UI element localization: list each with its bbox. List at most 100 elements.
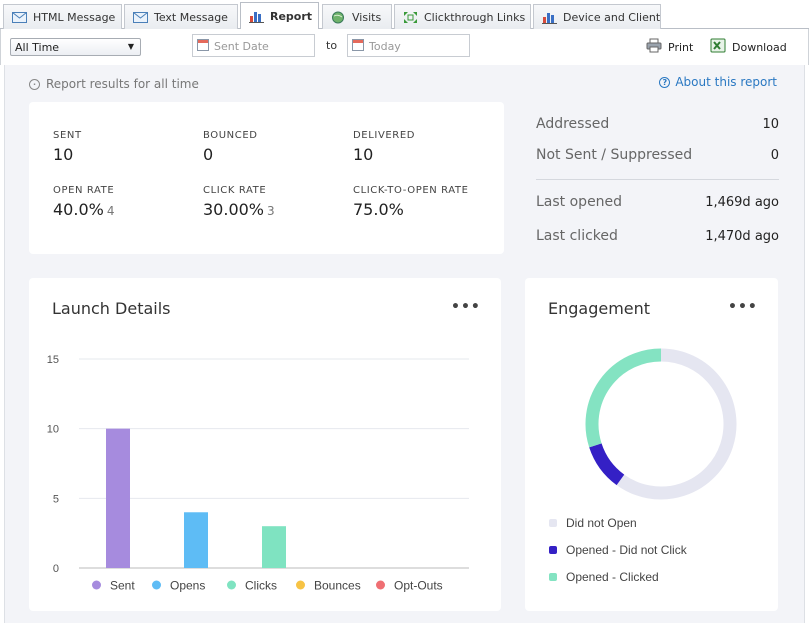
- open-rate-value: 40.0%: [53, 200, 104, 219]
- filter-toolbar: All Time ▼ Sent Date to Today Print Down…: [0, 29, 809, 65]
- not-sent-row: Not Sent / Suppressed 0: [536, 147, 779, 163]
- addressed-value: 10: [762, 117, 779, 132]
- date-range-select[interactable]: All Time ▼: [10, 38, 141, 56]
- y-tick-label: 5: [53, 493, 59, 505]
- tab-label: Device and Client: [563, 10, 661, 24]
- tab-device-and-client[interactable]: Device and Client: [533, 4, 661, 29]
- legend-dot: [227, 580, 236, 590]
- tab-label: Visits: [352, 10, 382, 24]
- download-label: Download: [732, 40, 787, 54]
- end-date-input[interactable]: Today: [347, 34, 470, 57]
- last-opened-value: 1,469d ago: [705, 195, 779, 210]
- more-menu-icon[interactable]: •••: [451, 299, 481, 315]
- legend-label[interactable]: Opened - Did not Click: [566, 543, 688, 557]
- stat-label: BOUNCED: [203, 130, 258, 141]
- legend-dot: [152, 580, 161, 590]
- last-clicked-row: Last clicked 1,470d ago: [536, 228, 779, 244]
- launch-bar-chart: 0 5 10 15 Sent Opens Clicks Bounces Opt-Outs: [47, 354, 469, 593]
- legend-dot: [376, 580, 385, 590]
- results-note: · Report results for all time: [29, 77, 199, 91]
- legend-label[interactable]: Opens: [170, 579, 205, 593]
- about-report-label: About this report: [675, 75, 777, 89]
- legend-label[interactable]: Opened - Clicked: [566, 570, 659, 584]
- excel-icon: [710, 38, 726, 56]
- tab-html-message[interactable]: HTML Message: [3, 4, 122, 29]
- last-clicked-label: Last clicked: [536, 228, 618, 244]
- stat-value: 10: [53, 145, 74, 164]
- results-note-text: Report results for all time: [46, 77, 199, 91]
- calendar-icon[interactable]: [352, 39, 364, 51]
- donut-slice-1[interactable]: [589, 443, 625, 486]
- stat-label: CLICK-TO-OPEN RATE: [353, 185, 469, 196]
- click-rate-value: 30.00%: [203, 200, 265, 219]
- legend-dot: [92, 580, 101, 590]
- about-report-link[interactable]: ? About this report: [659, 75, 777, 89]
- stat-sent: SENT 10: [53, 130, 82, 164]
- addressed-row: Addressed 10: [536, 116, 779, 132]
- legend-label[interactable]: Bounces: [314, 579, 361, 593]
- bar-sent[interactable]: [106, 428, 130, 568]
- calendar-icon[interactable]: [197, 39, 209, 51]
- legend-label[interactable]: Did not Open: [566, 516, 637, 530]
- printer-icon: [646, 38, 662, 56]
- launch-details-card: Launch Details ••• 0 5 10 15 Sent Opens Clicks…: [29, 278, 501, 611]
- donut-slice-0[interactable]: [616, 348, 737, 500]
- tab-clickthrough-links[interactable]: Clickthrough Links: [394, 4, 531, 29]
- end-date-placeholder: Today: [369, 40, 401, 53]
- stat-value: 0: [203, 145, 214, 164]
- stat-click-to-open-rate: CLICK-TO-OPEN RATE 75.0%: [353, 185, 469, 219]
- stat-label: DELIVERED: [353, 130, 416, 141]
- tab-label: HTML Message: [33, 10, 116, 24]
- stats-card: SENT 10 BOUNCED 0 DELIVERED 10 OPEN RATE…: [29, 102, 504, 254]
- envelope-icon: [133, 11, 148, 24]
- tab-label: Clickthrough Links: [424, 10, 526, 24]
- to-label: to: [326, 39, 338, 52]
- expand-arrows-icon: [403, 11, 418, 24]
- legend-swatch: [549, 546, 557, 554]
- clock-icon: ·: [29, 78, 40, 90]
- download-button[interactable]: Download: [710, 38, 787, 56]
- bar-clicks[interactable]: [262, 526, 286, 568]
- click-count: 3: [267, 204, 275, 218]
- more-menu-icon[interactable]: •••: [728, 299, 758, 315]
- tab-label: Text Message: [154, 10, 228, 24]
- legend-label[interactable]: Sent: [110, 579, 135, 593]
- print-button[interactable]: Print: [646, 38, 693, 56]
- y-tick-label: 0: [53, 563, 59, 575]
- last-opened-label: Last opened: [536, 194, 623, 210]
- legend-dot: [296, 580, 305, 590]
- start-date-input[interactable]: Sent Date: [192, 34, 315, 57]
- stat-bounced: BOUNCED 0: [203, 130, 258, 164]
- stat-open-rate: OPEN RATE 40.0% 4: [53, 185, 114, 219]
- stat-label: OPEN RATE: [53, 185, 115, 196]
- date-range-value: All Time: [15, 41, 60, 54]
- globe-icon: [331, 11, 346, 24]
- legend-label[interactable]: Clicks: [245, 579, 277, 593]
- tab-text-message[interactable]: Text Message: [124, 4, 238, 29]
- envelope-icon: [12, 11, 27, 24]
- engagement-card: Engagement ••• Did not Open Opened - Did …: [525, 278, 778, 611]
- tab-bar: HTML Message Text Message Report Visits …: [0, 0, 809, 30]
- open-count: 4: [106, 204, 115, 218]
- stat-value: 75.0%: [353, 200, 404, 219]
- stat-value: 30.00% 3: [203, 200, 275, 219]
- tab-report[interactable]: Report: [240, 2, 319, 30]
- print-label: Print: [668, 40, 694, 54]
- report-panel: · Report results for all time ? About th…: [4, 65, 805, 623]
- start-date-placeholder: Sent Date: [214, 40, 269, 53]
- divider: [536, 179, 779, 180]
- donut-slice-2[interactable]: [585, 348, 662, 448]
- stat-label: SENT: [53, 130, 82, 141]
- not-sent-label: Not Sent / Suppressed: [536, 147, 693, 163]
- y-tick-label: 15: [47, 354, 59, 366]
- chevron-down-icon: ▼: [127, 42, 134, 51]
- bar-opens[interactable]: [184, 512, 208, 568]
- addressed-label: Addressed: [536, 116, 610, 132]
- stat-value: 10: [353, 145, 374, 164]
- stat-label: CLICK RATE: [203, 185, 267, 196]
- stat-click-rate: CLICK RATE 30.00% 3: [203, 185, 275, 219]
- legend-swatch: [549, 519, 557, 527]
- bar-chart-icon: [249, 10, 264, 23]
- legend-label[interactable]: Opt-Outs: [394, 579, 443, 593]
- tab-visits[interactable]: Visits: [322, 4, 392, 29]
